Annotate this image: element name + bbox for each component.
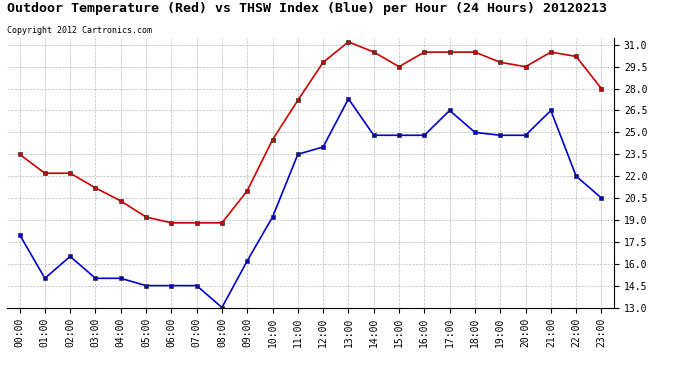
Text: Copyright 2012 Cartronics.com: Copyright 2012 Cartronics.com (7, 26, 152, 35)
Text: Outdoor Temperature (Red) vs THSW Index (Blue) per Hour (24 Hours) 20120213: Outdoor Temperature (Red) vs THSW Index … (7, 2, 607, 15)
